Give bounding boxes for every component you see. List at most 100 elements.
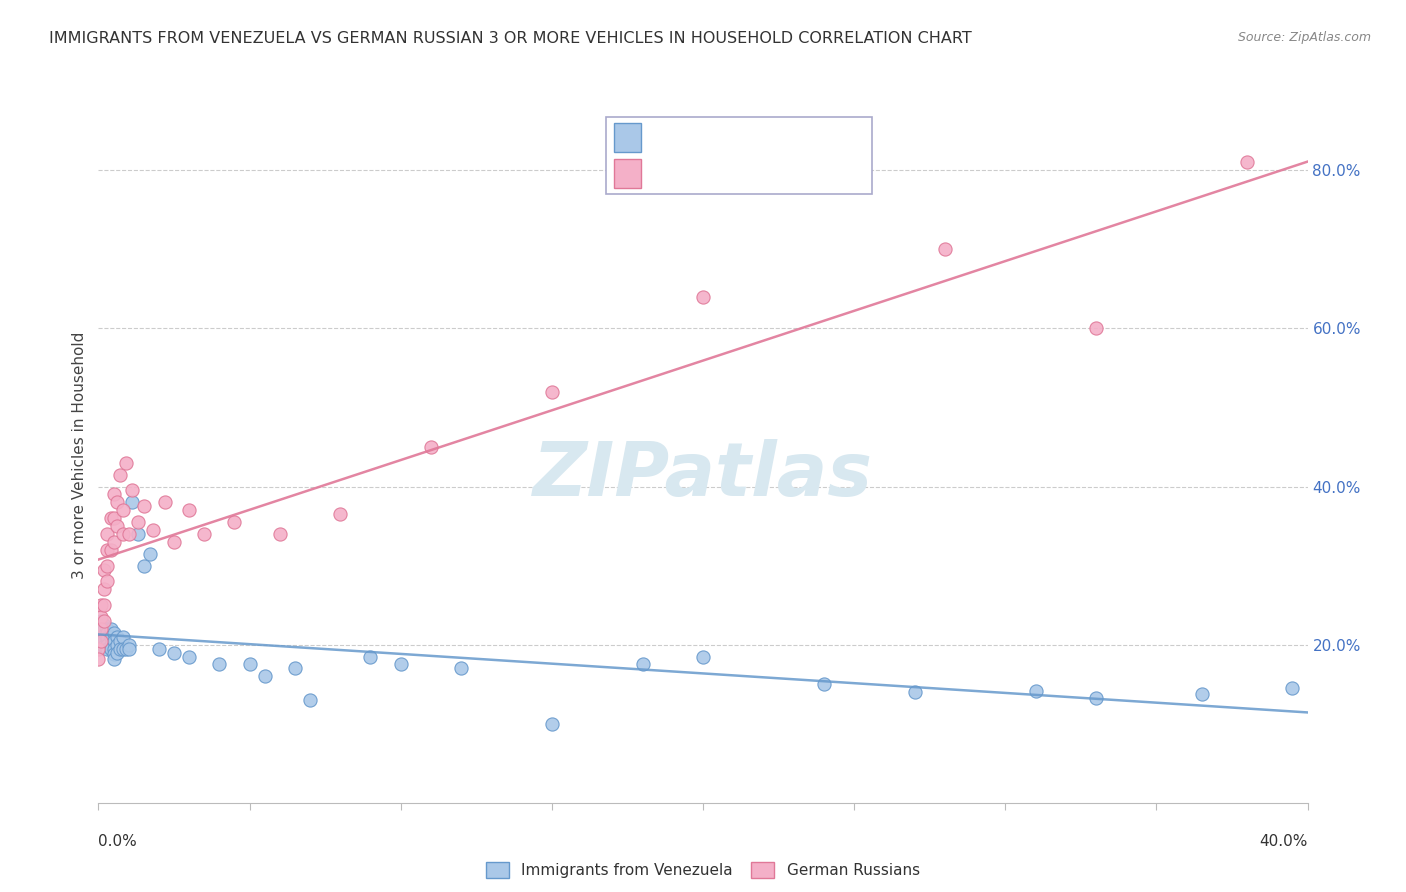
Point	[904, 685, 927, 699]
Point	[93, 614, 115, 628]
Point	[540, 384, 562, 399]
Point	[193, 527, 215, 541]
Point	[813, 677, 835, 691]
Point	[93, 618, 115, 632]
Point	[87, 641, 110, 656]
Point	[103, 652, 125, 666]
Point	[121, 483, 143, 498]
Point	[105, 630, 128, 644]
Point	[108, 467, 131, 482]
Point	[90, 622, 112, 636]
Point	[132, 500, 155, 514]
Point	[153, 495, 176, 509]
Point	[87, 625, 110, 640]
Point	[111, 630, 134, 644]
Point	[90, 633, 112, 648]
Point	[934, 243, 956, 257]
Point	[100, 542, 122, 557]
Point	[105, 638, 128, 652]
Point	[111, 527, 134, 541]
Point	[93, 633, 115, 648]
Point	[103, 625, 125, 640]
Point	[103, 487, 125, 501]
Point	[96, 625, 118, 640]
Point	[100, 630, 122, 644]
Legend: Immigrants from Venezuela, German Russians: Immigrants from Venezuela, German Russia…	[478, 855, 928, 886]
Point	[179, 503, 201, 517]
Point	[111, 641, 134, 656]
Point	[1085, 321, 1108, 335]
Point	[90, 625, 112, 640]
Point	[100, 622, 122, 636]
Point	[96, 558, 118, 573]
Point	[108, 641, 131, 656]
Point	[90, 598, 112, 612]
Point	[692, 290, 714, 304]
Point	[127, 515, 149, 529]
Point	[105, 646, 128, 660]
Point	[450, 661, 472, 675]
Point	[100, 641, 122, 656]
Point	[121, 495, 143, 509]
Point	[118, 641, 141, 656]
Point	[139, 547, 162, 561]
Point	[114, 456, 136, 470]
Point	[1236, 155, 1258, 169]
Point	[103, 641, 125, 656]
Point	[208, 657, 231, 672]
Point	[90, 638, 112, 652]
Point	[87, 652, 110, 666]
Point	[224, 515, 246, 529]
Point	[163, 534, 186, 549]
Point	[631, 657, 654, 672]
Point	[111, 503, 134, 517]
Point	[103, 647, 125, 661]
Point	[93, 598, 115, 612]
Point	[1281, 681, 1303, 695]
Point	[96, 641, 118, 656]
Y-axis label: 3 or more Vehicles in Household: 3 or more Vehicles in Household	[72, 331, 87, 579]
Point	[100, 511, 122, 525]
Point	[142, 523, 165, 537]
Point	[100, 638, 122, 652]
Point	[329, 507, 352, 521]
Point	[103, 633, 125, 648]
Point	[239, 657, 262, 672]
Point	[1085, 691, 1108, 706]
Point	[163, 646, 186, 660]
Point	[93, 582, 115, 597]
Point	[105, 495, 128, 509]
Text: 0.0%: 0.0%	[98, 834, 138, 849]
Point	[96, 574, 118, 589]
Point	[96, 622, 118, 636]
Point	[389, 657, 412, 672]
Point	[96, 632, 118, 646]
Point	[93, 624, 115, 638]
Point	[90, 610, 112, 624]
Point	[96, 542, 118, 557]
Point	[148, 641, 170, 656]
Point	[179, 649, 201, 664]
Point	[420, 440, 443, 454]
Point	[93, 639, 115, 653]
Text: 40.0%: 40.0%	[1260, 834, 1308, 849]
Point	[284, 661, 307, 675]
Point	[114, 641, 136, 656]
Point	[118, 638, 141, 652]
Point	[127, 527, 149, 541]
Point	[118, 527, 141, 541]
Text: Source: ZipAtlas.com: Source: ZipAtlas.com	[1237, 31, 1371, 45]
Point	[103, 511, 125, 525]
Point	[96, 638, 118, 652]
Text: ZIPatlas: ZIPatlas	[533, 439, 873, 512]
Point	[90, 614, 112, 628]
Point	[105, 519, 128, 533]
Point	[96, 527, 118, 541]
Point	[269, 527, 291, 541]
Point	[253, 669, 276, 683]
Point	[93, 628, 115, 642]
Point	[1191, 687, 1213, 701]
Text: IMMIGRANTS FROM VENEZUELA VS GERMAN RUSSIAN 3 OR MORE VEHICLES IN HOUSEHOLD CORR: IMMIGRANTS FROM VENEZUELA VS GERMAN RUSS…	[49, 31, 972, 46]
Point	[87, 618, 110, 632]
Point	[132, 558, 155, 573]
